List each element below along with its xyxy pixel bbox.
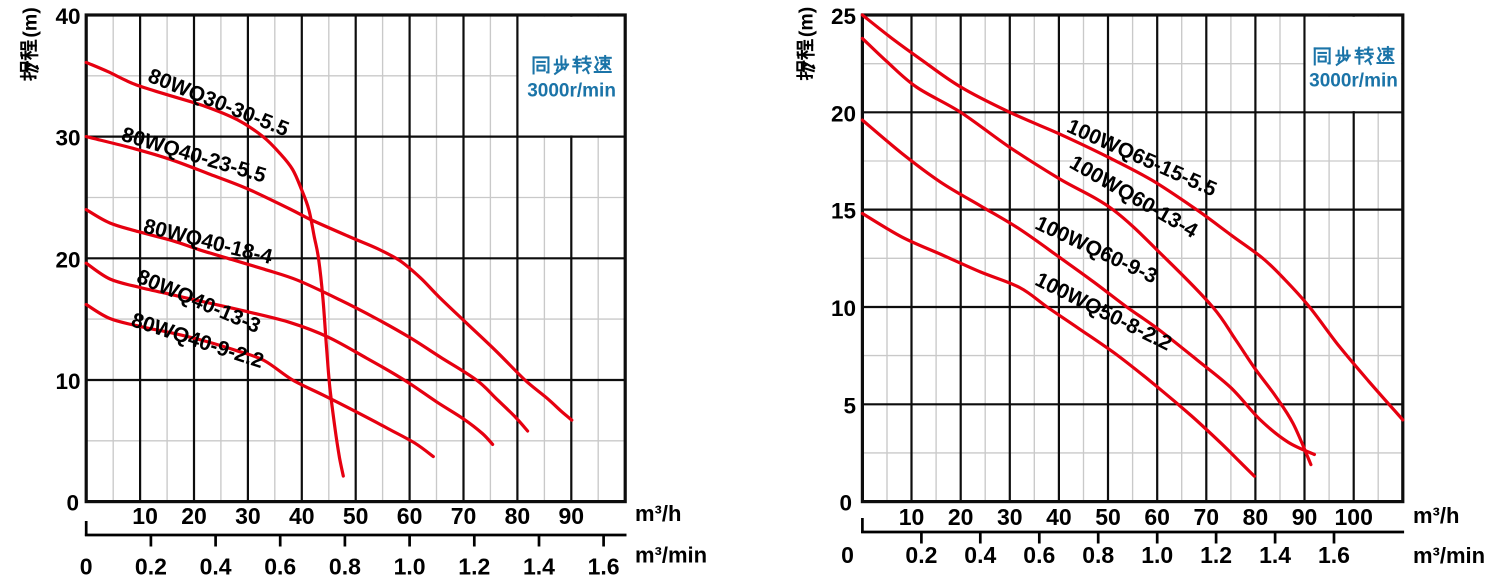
svg-text:(m): (m)	[19, 7, 41, 37]
svg-text:70: 70	[1194, 504, 1220, 530]
svg-text:10: 10	[899, 504, 925, 530]
svg-text:90: 90	[559, 503, 585, 529]
svg-text:10: 10	[55, 369, 80, 394]
svg-text:0: 0	[80, 553, 93, 579]
svg-text:0.8: 0.8	[1082, 542, 1114, 568]
svg-text:5: 5	[843, 393, 856, 418]
svg-text:0.8: 0.8	[329, 553, 361, 579]
svg-text:0: 0	[841, 542, 854, 568]
svg-text:m³/h: m³/h	[635, 501, 681, 526]
svg-text:40: 40	[55, 4, 80, 29]
svg-text:1.0: 1.0	[394, 553, 426, 579]
svg-text:1.4: 1.4	[523, 553, 555, 579]
svg-text:1.4: 1.4	[1259, 542, 1291, 568]
svg-text:40: 40	[1046, 504, 1072, 530]
svg-text:25: 25	[831, 4, 856, 29]
svg-text:m³/min: m³/min	[635, 543, 707, 568]
svg-text:80: 80	[1243, 504, 1269, 530]
svg-text:1.2: 1.2	[458, 553, 490, 579]
svg-text:60: 60	[397, 503, 423, 529]
svg-text:60: 60	[1144, 504, 1170, 530]
svg-text:10: 10	[132, 503, 158, 529]
svg-text:1.0: 1.0	[1141, 542, 1173, 568]
svg-text:40: 40	[289, 503, 315, 529]
svg-text:20: 20	[181, 503, 207, 529]
svg-text:(m): (m)	[796, 7, 818, 37]
svg-text:3000r/min: 3000r/min	[1309, 70, 1398, 91]
svg-text:10: 10	[831, 296, 856, 321]
svg-text:80WQ40-18-4: 80WQ40-18-4	[141, 215, 275, 269]
svg-text:20: 20	[55, 247, 80, 272]
svg-text:0.2: 0.2	[905, 542, 937, 568]
svg-text:m³/min: m³/min	[1413, 543, 1485, 568]
svg-text:1.6: 1.6	[1318, 542, 1350, 568]
svg-text:0.4: 0.4	[200, 553, 232, 579]
svg-text:90: 90	[1292, 504, 1318, 530]
svg-text:0.4: 0.4	[964, 542, 996, 568]
svg-text:30: 30	[235, 503, 261, 529]
svg-text:30: 30	[997, 504, 1023, 530]
svg-text:1.2: 1.2	[1200, 542, 1232, 568]
svg-text:0.6: 0.6	[264, 553, 296, 579]
svg-text:20: 20	[831, 101, 856, 126]
svg-text:15: 15	[831, 199, 856, 224]
svg-text:20: 20	[948, 504, 974, 530]
svg-text:50: 50	[343, 503, 369, 529]
svg-text:0.2: 0.2	[135, 553, 167, 579]
svg-text:1.6: 1.6	[588, 553, 620, 579]
svg-text:100: 100	[1335, 504, 1373, 530]
svg-text:30: 30	[55, 126, 80, 151]
svg-text:70: 70	[451, 503, 477, 529]
svg-text:3000r/min: 3000r/min	[527, 81, 616, 102]
svg-text:80: 80	[505, 503, 531, 529]
svg-text:m³/h: m³/h	[1413, 503, 1459, 528]
svg-text:50: 50	[1095, 504, 1121, 530]
svg-text:0.6: 0.6	[1023, 542, 1055, 568]
svg-text:0: 0	[839, 491, 852, 516]
svg-text:0: 0	[66, 491, 79, 516]
